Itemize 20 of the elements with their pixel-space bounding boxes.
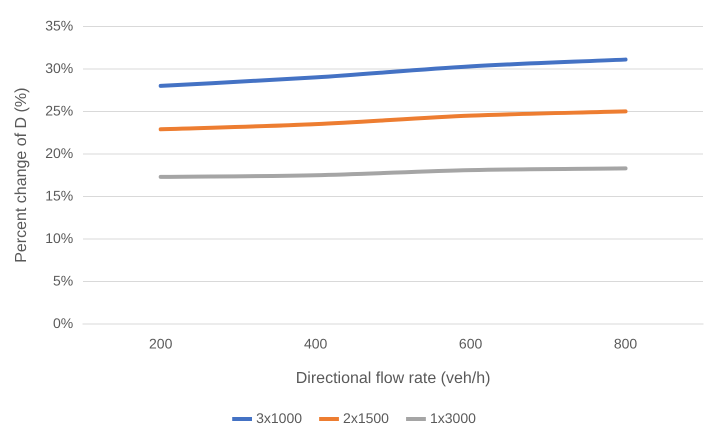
x-tick-label: 800 [614, 335, 638, 352]
y-tick-label: 30% [45, 60, 74, 76]
line-series [158, 166, 628, 179]
y-tick-label: 10% [45, 230, 74, 246]
y-tick-label: 20% [45, 144, 74, 161]
y-tick-label: 0% [52, 314, 74, 331]
y-tick-label: 35% [45, 17, 74, 34]
x-tick-label: 600 [458, 335, 482, 352]
line-series [158, 58, 628, 88]
y-tick-label: 5% [52, 272, 74, 288]
legend-label: 1x3000 [430, 410, 476, 426]
legend-label: 2x1500 [343, 410, 390, 426]
y-axis-title: Percent change of D (%) [13, 88, 30, 263]
y-tick-label: 25% [45, 102, 74, 118]
x-axis-title: Directional flow rate (veh/h) [296, 370, 490, 387]
legend-label: 3x1000 [256, 410, 302, 426]
y-tick-label: 15% [45, 187, 74, 204]
x-tick-label: 200 [149, 335, 173, 352]
line-series [158, 109, 628, 132]
x-tick-label: 400 [304, 335, 328, 352]
